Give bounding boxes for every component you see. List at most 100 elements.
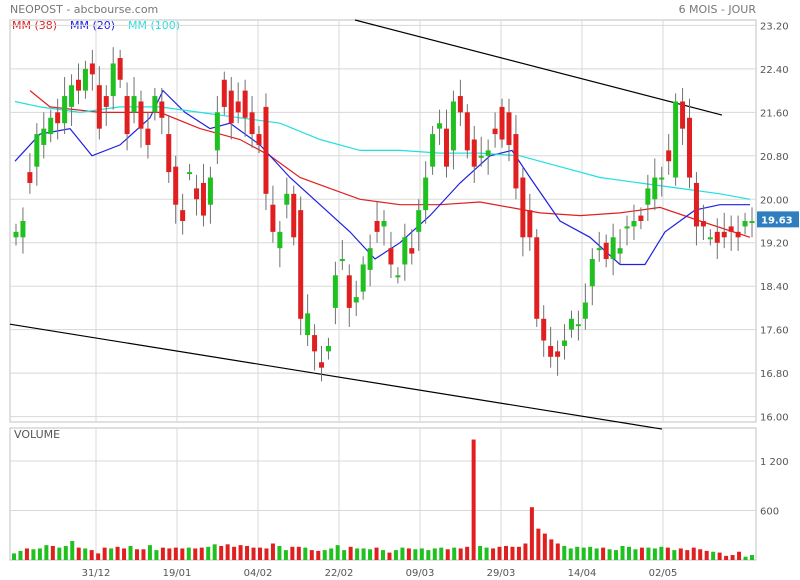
candle xyxy=(721,212,727,249)
candle-body xyxy=(478,155,484,158)
candle-body xyxy=(443,128,449,167)
candle xyxy=(492,112,498,148)
candle-body xyxy=(541,318,547,341)
volume-bar xyxy=(536,528,541,560)
chart-period: 6 MOIS - JOUR xyxy=(678,3,756,16)
candle-body xyxy=(707,237,713,240)
candle-body xyxy=(284,193,290,205)
candle-body xyxy=(159,101,165,118)
y-tick-label: 20.80 xyxy=(760,152,789,163)
candle xyxy=(749,207,755,238)
candle xyxy=(499,98,505,148)
volume-bar xyxy=(270,543,275,560)
candle-body xyxy=(430,134,436,167)
volume-frame xyxy=(9,427,757,561)
volume-bar xyxy=(329,548,334,560)
x-tick-label: 09/03 xyxy=(406,568,435,579)
candle xyxy=(166,115,172,183)
candle-body xyxy=(485,150,491,156)
volume-label: VOLUME xyxy=(14,428,61,441)
last-value-label: 19.63 xyxy=(761,215,793,226)
candle xyxy=(548,326,554,368)
candle xyxy=(596,231,602,262)
candle xyxy=(34,123,40,186)
candle-body xyxy=(360,264,366,292)
candle xyxy=(624,215,630,246)
candle xyxy=(62,77,68,135)
candle xyxy=(450,90,456,170)
candle xyxy=(270,185,276,243)
candle-body xyxy=(506,112,512,145)
x-tick-label: 02/05 xyxy=(649,568,678,579)
candle-body xyxy=(325,345,331,352)
candle-body xyxy=(735,231,741,238)
candle xyxy=(575,310,581,341)
candle xyxy=(381,210,387,246)
candle xyxy=(714,218,720,260)
volume-bar xyxy=(659,546,664,560)
candle xyxy=(339,240,345,270)
candle xyxy=(187,163,193,181)
candle xyxy=(131,77,137,124)
candle-body xyxy=(457,96,463,113)
candle-body xyxy=(492,128,498,135)
candles xyxy=(13,47,755,382)
candle-body xyxy=(20,221,26,238)
volume-bar xyxy=(173,547,178,560)
volume-bar xyxy=(400,547,405,560)
candle-body xyxy=(555,351,561,357)
candle-body xyxy=(680,101,686,129)
volume-bar xyxy=(147,545,152,560)
candle-body xyxy=(55,112,61,124)
axes: 23.20 22.40 21.60 20.80 20.00 19.20 18.40 17.60… xyxy=(82,21,799,579)
volume-bar xyxy=(639,547,644,560)
y-tick-label: 21.60 xyxy=(760,108,789,119)
volume-bar xyxy=(516,546,521,560)
candle-body xyxy=(416,210,422,232)
candle-body xyxy=(464,112,470,151)
volume-bar xyxy=(704,550,709,560)
volume-bar xyxy=(309,550,314,560)
volume-bar xyxy=(393,550,398,560)
y-tick-label: 20.00 xyxy=(760,195,789,206)
candle-body xyxy=(103,96,109,107)
candle xyxy=(173,155,179,224)
volume-bar xyxy=(141,549,146,560)
y-tick-label: 23.20 xyxy=(760,21,789,32)
candle-body xyxy=(166,134,172,173)
candle xyxy=(430,125,436,175)
volume-bar xyxy=(581,547,586,560)
volume-bar xyxy=(458,548,463,560)
candle-body xyxy=(110,63,116,97)
candle xyxy=(194,174,200,216)
volume-bar xyxy=(743,556,748,560)
candle xyxy=(332,261,338,325)
candle xyxy=(256,125,262,154)
volume-bar xyxy=(212,544,217,560)
candle xyxy=(305,294,311,346)
candle-body xyxy=(652,177,658,200)
candle xyxy=(249,96,255,148)
moving-average-line xyxy=(29,90,751,238)
x-tick-label: 29/03 xyxy=(487,568,516,579)
candle xyxy=(207,166,213,224)
volume-bar xyxy=(361,548,366,560)
volume-bar xyxy=(549,539,554,560)
candle-body xyxy=(513,134,519,189)
candle-body xyxy=(589,259,595,287)
x-tick-label: 19/01 xyxy=(163,568,192,579)
candle-body xyxy=(645,188,651,205)
x-tick-label: 14/04 xyxy=(568,568,597,579)
volume-bar xyxy=(374,547,379,560)
candle-body xyxy=(332,275,338,308)
candle xyxy=(527,193,533,251)
candle xyxy=(180,193,186,235)
candle xyxy=(402,223,408,281)
volume-bar xyxy=(348,546,353,560)
candle-body xyxy=(69,85,75,107)
trendlines xyxy=(9,19,723,430)
volume-bar xyxy=(652,548,657,560)
volume-bar xyxy=(154,550,159,560)
volume-bar xyxy=(413,549,418,560)
candle-body xyxy=(41,128,47,145)
